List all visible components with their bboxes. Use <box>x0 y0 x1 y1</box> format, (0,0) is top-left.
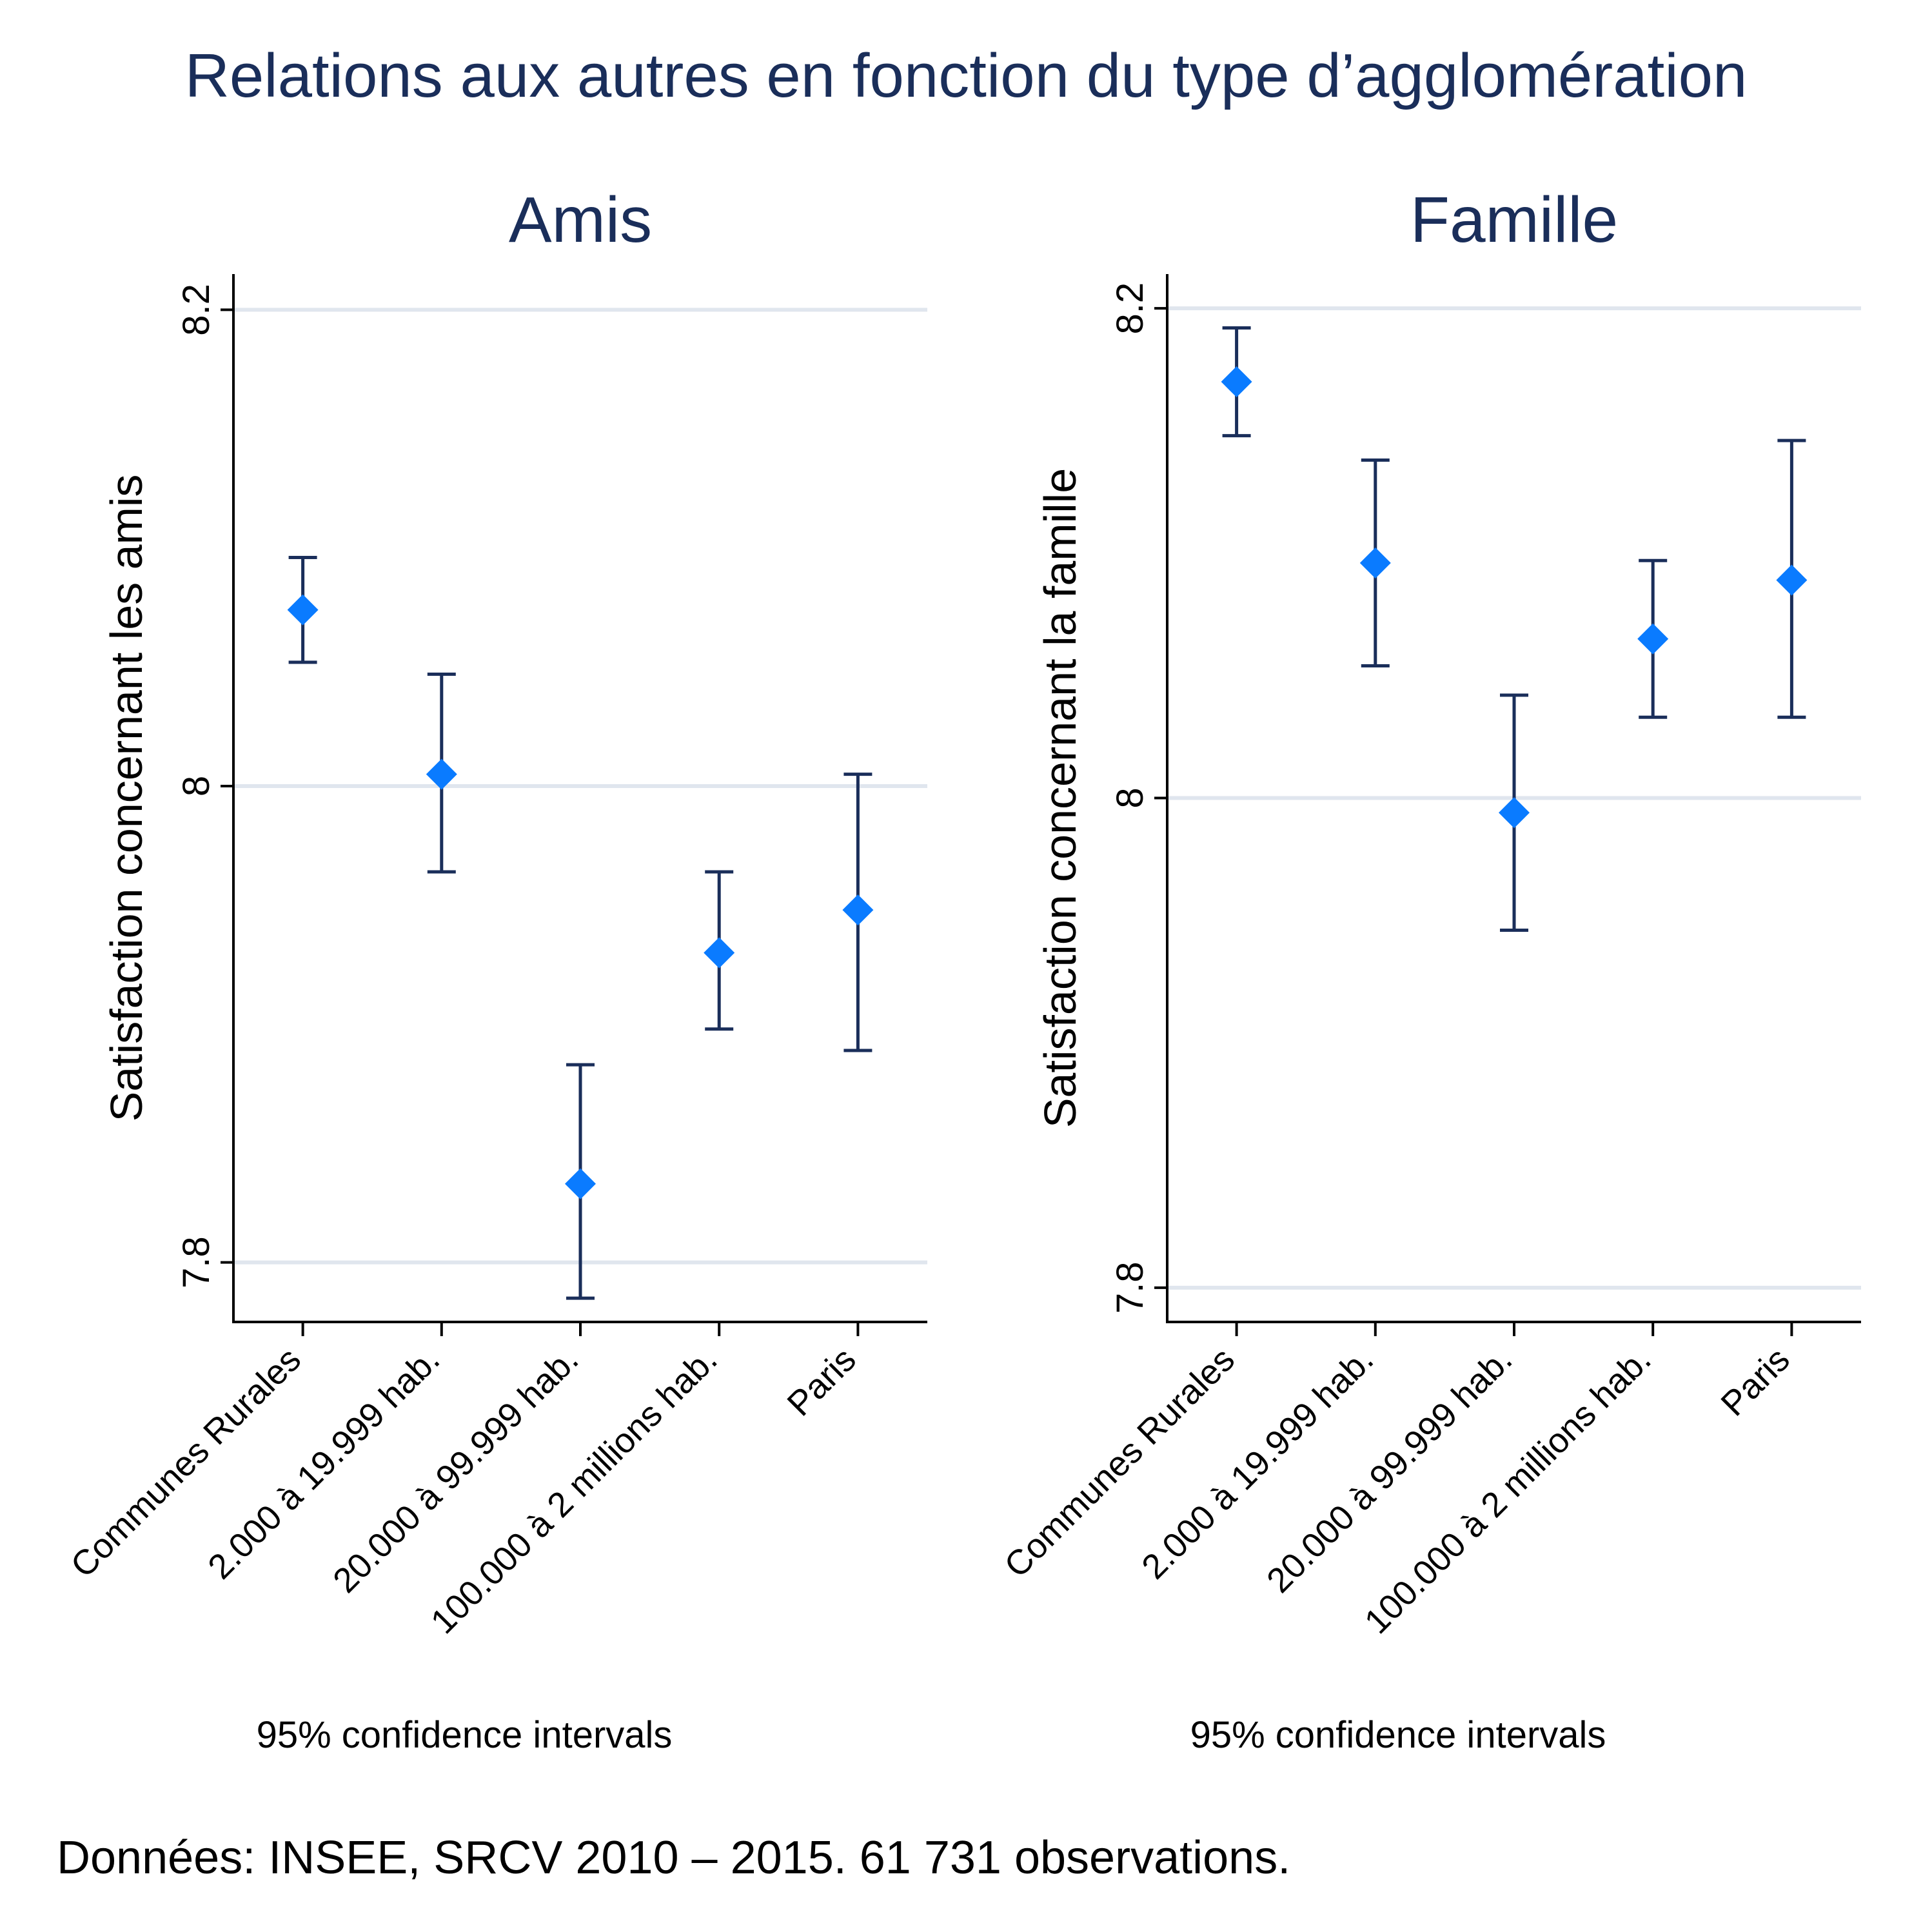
y-tick-label: 8 <box>175 776 217 796</box>
data-point-marker <box>426 758 457 790</box>
data-point-marker <box>565 1168 596 1199</box>
y-tick-label: 8.2 <box>175 284 217 336</box>
y-axis-label: Satisfaction concernant la famille <box>1035 468 1085 1128</box>
panel-title: Amis <box>509 184 652 256</box>
data-point-marker <box>1221 366 1252 398</box>
ci-note: 95% confidence intervals <box>1190 1714 1606 1756</box>
data-point-marker <box>287 594 319 626</box>
data-point-marker <box>1359 547 1391 579</box>
data-point-marker <box>704 937 735 969</box>
y-tick-label: 7.8 <box>175 1236 217 1288</box>
data-point-marker <box>1637 623 1669 655</box>
y-tick-label: 8 <box>1109 787 1151 808</box>
source-note: Données: INSEE, SRCV 2010 – 2015. 61 731… <box>57 1832 1290 1884</box>
panel-title: Famille <box>1410 184 1618 256</box>
data-point-marker <box>1499 797 1530 829</box>
y-tick-label: 8.2 <box>1109 282 1151 335</box>
ci-note: 95% confidence intervals <box>257 1714 673 1756</box>
y-axis-label: Satisfaction concernant les amis <box>101 475 152 1122</box>
chart-title: Relations aux autres en fonction du type… <box>185 41 1748 110</box>
data-point-marker <box>842 894 874 926</box>
data-point-marker <box>1776 564 1808 596</box>
y-tick-label: 7.8 <box>1109 1262 1151 1314</box>
